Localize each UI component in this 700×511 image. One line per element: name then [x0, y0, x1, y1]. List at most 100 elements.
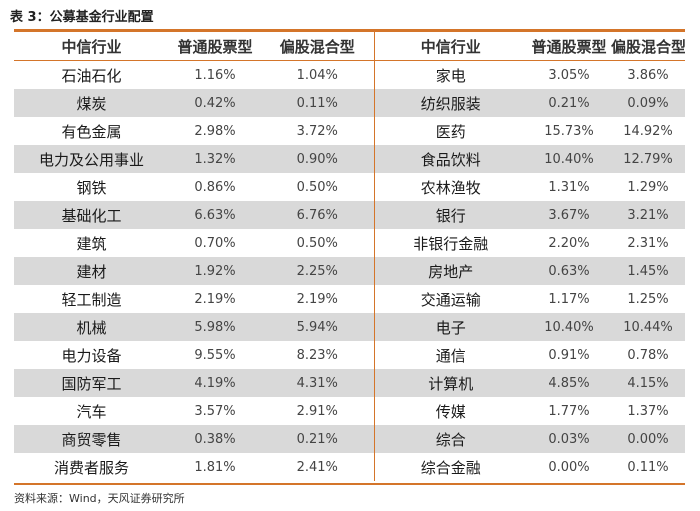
table-row: 消费者服务 1.81% 2.41% 综合金融 0.00% 0.11% [14, 453, 685, 481]
table-row: 电力及公用事业 1.32% 0.90% 食品饮料 10.40% 12.79% [14, 145, 685, 173]
header-mixed-left: 偏股混合型 [261, 32, 375, 61]
mixed-fund-weight-right: 10.44% [611, 313, 685, 341]
stock-fund-weight-right: 1.31% [548, 179, 590, 195]
table-row: 国防军工 4.19% 4.31% 计算机 4.85% 4.15% [14, 369, 685, 397]
industry-name-right: 综合 [374, 425, 527, 453]
industry-name-right: 交通运输 [420, 290, 481, 309]
stock-fund-weight-left: 0.42% [169, 89, 261, 117]
mixed-fund-weight-right: 0.11% [627, 459, 669, 475]
mixed-fund-weight-left: 2.25% [261, 257, 375, 285]
mixed-fund-weight-left: 0.11% [261, 89, 375, 117]
stock-fund-weight-left: 5.98% [169, 313, 261, 341]
stock-fund-weight-left: 1.16% [194, 67, 236, 83]
mixed-fund-weight-left: 3.72% [261, 117, 375, 145]
mixed-fund-weight-right: 0.00% [611, 425, 685, 453]
mixed-fund-weight-right: 12.79% [611, 145, 685, 173]
industry-name-right: 电子 [374, 313, 527, 341]
stock-fund-weight-right: 0.63% [527, 257, 611, 285]
industry-name-left: 建材 [14, 257, 169, 285]
stock-fund-weight-left: 0.38% [169, 425, 261, 453]
industry-name-left: 基础化工 [14, 201, 169, 229]
stock-fund-weight-right: 1.17% [548, 291, 590, 307]
table-row: 石油石化 1.16% 1.04% 家电 3.05% 3.86% [14, 60, 685, 89]
industry-name-right: 传媒 [435, 402, 466, 421]
industry-name-left: 建筑 [76, 234, 107, 253]
header-industry-right: 中信行业 [374, 32, 527, 61]
mixed-fund-weight-left: 2.19% [261, 285, 375, 313]
stock-fund-weight-left: 1.92% [169, 257, 261, 285]
industry-name-left: 电力及公用事业 [14, 145, 169, 173]
table-row: 商贸零售 0.38% 0.21% 综合 0.03% 0.00% [14, 425, 685, 453]
mixed-fund-weight-right: 3.86% [627, 67, 669, 83]
industry-name-right: 非银行金融 [413, 234, 489, 253]
mixed-fund-weight-right: 14.92% [623, 123, 673, 139]
stock-fund-weight-right: 3.67% [527, 201, 611, 229]
table-row: 基础化工 6.63% 6.76% 银行 3.67% 3.21% [14, 201, 685, 229]
mixed-fund-weight-left: 2.41% [261, 453, 375, 481]
mixed-fund-weight-right: 0.78% [627, 347, 669, 363]
stock-fund-weight-right: 15.73% [544, 123, 594, 139]
table-row: 建筑 0.70% 0.50% 非银行金融 2.20% 2.31% [14, 229, 685, 257]
stock-fund-weight-left: 3.57% [194, 403, 236, 419]
mixed-fund-weight-right: 0.09% [611, 89, 685, 117]
table-row: 汽车 3.57% 2.91% 传媒 1.77% 1.37% [14, 397, 685, 425]
industry-allocation-table: 中信行业 普通股票型 偏股混合型 中信行业 普通股票型 偏股混合型 石油石化 1.… [14, 32, 685, 481]
industry-name-left: 商贸零售 [14, 425, 169, 453]
source-note: 资料来源：Wind，天风证券研究所 [14, 492, 185, 505]
stock-fund-weight-right: 3.05% [548, 67, 590, 83]
stock-fund-weight-right: 0.03% [527, 425, 611, 453]
stock-fund-weight-left: 4.19% [169, 369, 261, 397]
industry-name-right: 银行 [374, 201, 527, 229]
mixed-fund-weight-right: 1.37% [627, 403, 669, 419]
mixed-fund-weight-right: 1.25% [627, 291, 669, 307]
table-row: 建材 1.92% 2.25% 房地产 0.63% 1.45% [14, 257, 685, 285]
table-body: 石油石化 1.16% 1.04% 家电 3.05% 3.86% 煤炭 0.42% 0.11% 纺织… [14, 60, 685, 481]
table-row: 轻工制造 2.19% 2.19% 交通运输 1.17% 1.25% [14, 285, 685, 313]
table-row: 煤炭 0.42% 0.11% 纺织服装 0.21% 0.09% [14, 89, 685, 117]
industry-name-left: 有色金属 [61, 122, 122, 141]
stock-fund-weight-right: 1.77% [548, 403, 590, 419]
industry-name-right: 医药 [435, 122, 466, 141]
industry-name-left: 钢铁 [76, 178, 107, 197]
stock-fund-weight-right: 10.40% [527, 313, 611, 341]
industry-name-left: 机械 [14, 313, 169, 341]
mixed-fund-weight-right: 3.21% [611, 201, 685, 229]
industry-name-right: 综合金融 [420, 458, 481, 477]
top-rule [14, 29, 685, 32]
header-row: 中信行业 普通股票型 偏股混合型 中信行业 普通股票型 偏股混合型 [14, 32, 685, 61]
stock-fund-weight-left: 2.98% [194, 123, 236, 139]
mixed-fund-weight-left: 5.94% [261, 313, 375, 341]
stock-fund-weight-left: 6.63% [169, 201, 261, 229]
industry-name-left: 煤炭 [14, 89, 169, 117]
industry-name-right: 纺织服装 [374, 89, 527, 117]
header-industry-left: 中信行业 [14, 32, 169, 61]
stock-fund-weight-left: 0.86% [194, 179, 236, 195]
mixed-fund-weight-right: 1.29% [627, 179, 669, 195]
industry-name-left: 轻工制造 [61, 290, 122, 309]
stock-fund-weight-left: 0.70% [194, 235, 236, 251]
industry-name-right: 房地产 [374, 257, 527, 285]
industry-name-left: 石油石化 [61, 66, 122, 85]
table-row: 机械 5.98% 5.94% 电子 10.40% 10.44% [14, 313, 685, 341]
industry-name-left: 消费者服务 [53, 458, 129, 477]
stock-fund-weight-left: 1.32% [169, 145, 261, 173]
mixed-fund-weight-left: 2.91% [261, 397, 375, 425]
stock-fund-weight-right: 4.85% [527, 369, 611, 397]
table-row: 钢铁 0.86% 0.50% 农林渔牧 1.31% 1.29% [14, 173, 685, 201]
table-row: 电力设备 9.55% 8.23% 通信 0.91% 0.78% [14, 341, 685, 369]
industry-name-right: 通信 [435, 346, 466, 365]
mixed-fund-weight-left: 0.90% [261, 145, 375, 173]
stock-fund-weight-left: 1.81% [194, 459, 236, 475]
industry-name-right: 农林渔牧 [420, 178, 481, 197]
stock-fund-weight-right: 0.21% [527, 89, 611, 117]
bottom-rule [14, 483, 685, 485]
table-row: 有色金属 2.98% 3.72% 医药 15.73% 14.92% [14, 117, 685, 145]
industry-name-left: 国防军工 [14, 369, 169, 397]
header-stock-left: 普通股票型 [169, 32, 261, 61]
mixed-fund-weight-left: 1.04% [261, 60, 375, 89]
header-mixed-right: 偏股混合型 [611, 32, 685, 61]
mixed-fund-weight-left: 4.31% [261, 369, 375, 397]
mixed-fund-weight-right: 4.15% [611, 369, 685, 397]
industry-name-right: 食品饮料 [374, 145, 527, 173]
stock-fund-weight-right: 10.40% [527, 145, 611, 173]
